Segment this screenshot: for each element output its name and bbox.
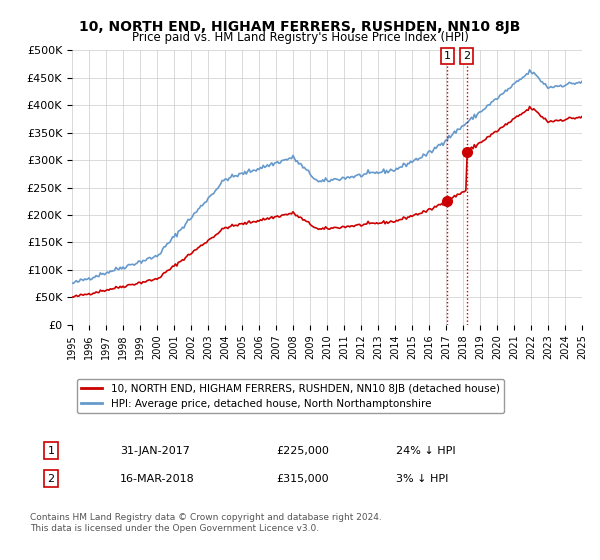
Text: 1: 1 — [47, 446, 55, 456]
Legend: 10, NORTH END, HIGHAM FERRERS, RUSHDEN, NN10 8JB (detached house), HPI: Average : 10, NORTH END, HIGHAM FERRERS, RUSHDEN, … — [77, 380, 504, 413]
Text: 24% ↓ HPI: 24% ↓ HPI — [396, 446, 455, 456]
Text: Contains HM Land Registry data © Crown copyright and database right 2024.: Contains HM Land Registry data © Crown c… — [30, 513, 382, 522]
Text: £225,000: £225,000 — [276, 446, 329, 456]
Text: 10, NORTH END, HIGHAM FERRERS, RUSHDEN, NN10 8JB: 10, NORTH END, HIGHAM FERRERS, RUSHDEN, … — [79, 20, 521, 34]
Text: £315,000: £315,000 — [276, 474, 329, 484]
Text: 2: 2 — [47, 474, 55, 484]
Text: 1: 1 — [444, 51, 451, 61]
Text: 31-JAN-2017: 31-JAN-2017 — [120, 446, 190, 456]
Text: 3% ↓ HPI: 3% ↓ HPI — [396, 474, 448, 484]
Text: 2: 2 — [463, 51, 470, 61]
Text: 16-MAR-2018: 16-MAR-2018 — [120, 474, 195, 484]
Text: This data is licensed under the Open Government Licence v3.0.: This data is licensed under the Open Gov… — [30, 524, 319, 533]
Text: Price paid vs. HM Land Registry's House Price Index (HPI): Price paid vs. HM Land Registry's House … — [131, 31, 469, 44]
